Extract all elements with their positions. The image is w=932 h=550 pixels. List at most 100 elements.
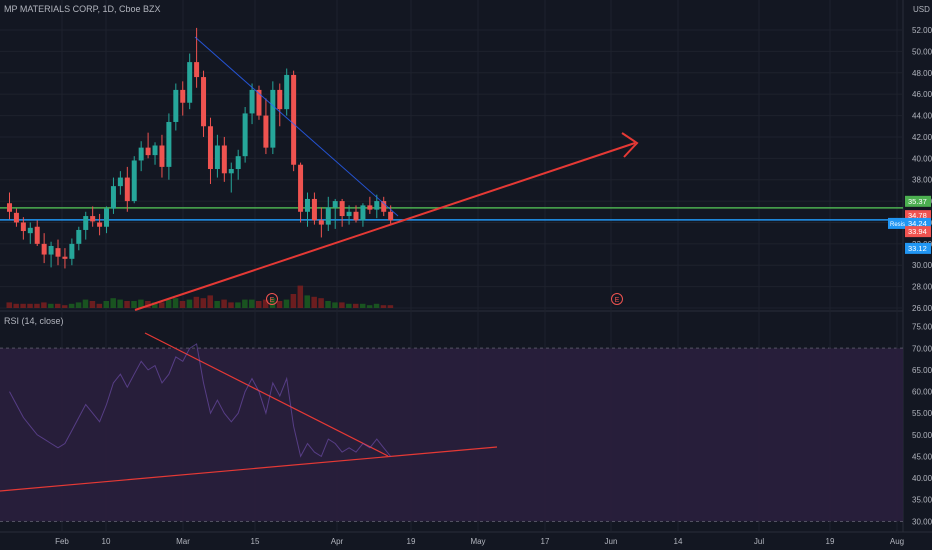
volume-bar — [311, 296, 317, 308]
volume-bar — [339, 302, 345, 308]
candle-body — [235, 156, 241, 170]
price-label-bg — [905, 242, 931, 254]
volume-bar — [117, 299, 123, 308]
rsi-tick-label: 60.00 — [912, 388, 932, 397]
candle-body — [104, 208, 110, 227]
y-tick-label: 46.00 — [912, 90, 932, 99]
volume-bar — [353, 303, 359, 308]
x-tick-label: May — [470, 537, 485, 546]
candle-body — [166, 121, 172, 167]
rsi-tick-label: 70.00 — [912, 344, 932, 353]
candle-body — [117, 177, 123, 187]
x-tick-label: Mar — [176, 537, 190, 546]
volume-bar — [235, 302, 241, 308]
volume-bar — [110, 298, 116, 308]
candle-body — [270, 89, 276, 148]
x-tick-label: Feb — [55, 537, 69, 546]
rsi-band — [0, 348, 903, 522]
volume-bar — [48, 303, 54, 308]
volume-bar — [138, 299, 144, 308]
volume-bar — [249, 299, 255, 308]
rsi-tick-label: 50.00 — [912, 431, 932, 440]
price-label-bg — [905, 226, 931, 238]
volume-bar — [6, 302, 12, 308]
volume-bar — [242, 299, 248, 308]
candle-body — [76, 229, 82, 244]
volume-bar — [165, 299, 172, 308]
candle-body — [90, 216, 96, 222]
volume-bar — [179, 301, 186, 308]
x-tick-label: Jul — [754, 537, 764, 546]
volume-bar — [186, 299, 193, 308]
candle-body — [48, 245, 54, 255]
candle-body — [97, 222, 103, 227]
candle-body — [173, 89, 179, 122]
volume-bar — [262, 299, 269, 308]
volume-bar — [20, 303, 26, 308]
volume-bar — [131, 301, 137, 308]
volume-bar — [145, 301, 151, 308]
candle-body — [201, 77, 207, 127]
trend-arrow-line — [134, 142, 636, 311]
volume-bar — [228, 302, 234, 308]
rsi-title: RSI (14, close) — [4, 316, 64, 326]
y-tick-label: 28.00 — [912, 283, 932, 292]
drawings — [0, 36, 639, 492]
candle-body — [284, 74, 290, 110]
candle-body — [304, 198, 310, 212]
candle-body — [55, 248, 61, 257]
volume-bar — [103, 301, 110, 308]
price-label: 33.12 — [908, 244, 927, 253]
candle-body — [207, 126, 213, 170]
candle-body — [131, 160, 137, 202]
volume-bar — [387, 305, 394, 308]
volume-bar — [214, 301, 220, 308]
rsi-tick-label: 45.00 — [912, 452, 932, 461]
candle-body — [214, 145, 220, 170]
volume-bar — [172, 298, 179, 308]
price-label: 33.94 — [908, 227, 927, 236]
volume-bar — [373, 303, 380, 308]
candle-body — [360, 205, 366, 221]
rsi-trend-line-up — [0, 446, 498, 492]
price-label: 34.24 — [908, 219, 927, 228]
volume-bar — [158, 302, 165, 308]
rsi-tick-label: 40.00 — [912, 474, 932, 483]
price-label-bg — [905, 195, 931, 207]
volume-bar — [380, 305, 387, 308]
rsi-tick-label: 55.00 — [912, 409, 932, 418]
candle-body — [388, 211, 394, 221]
y-tick-label: 42.00 — [912, 133, 932, 142]
y-tick-label: 30.00 — [912, 261, 932, 270]
volume-bar — [152, 302, 158, 308]
volume-bar — [325, 301, 331, 308]
y-tick-label: 52.00 — [912, 26, 932, 35]
volume-bar — [359, 303, 366, 308]
volume-bar — [34, 303, 40, 308]
volume-bar — [89, 301, 96, 308]
rsi-line — [9, 343, 391, 458]
candle-body — [256, 89, 262, 116]
volume-bar — [366, 305, 373, 308]
candle-body — [339, 201, 345, 217]
price-label-bg — [905, 210, 931, 222]
candle-body — [152, 145, 158, 156]
earnings-marker — [266, 293, 278, 305]
candle-body — [381, 201, 387, 212]
candle-body — [7, 203, 12, 212]
volume-bar — [297, 285, 304, 308]
volume-bar — [193, 296, 200, 308]
y-tick-label: 40.00 — [912, 154, 932, 163]
candle-body — [242, 113, 248, 157]
volume-bar — [318, 298, 324, 308]
y-tick-label: 50.00 — [912, 47, 932, 56]
volume-bar — [290, 294, 297, 308]
volume-bar — [332, 302, 338, 308]
candle-body — [145, 147, 151, 156]
candle-body — [277, 89, 283, 110]
x-tick-label: 17 — [541, 537, 550, 546]
candle-body — [34, 226, 40, 244]
trend-line-blue — [194, 36, 399, 217]
